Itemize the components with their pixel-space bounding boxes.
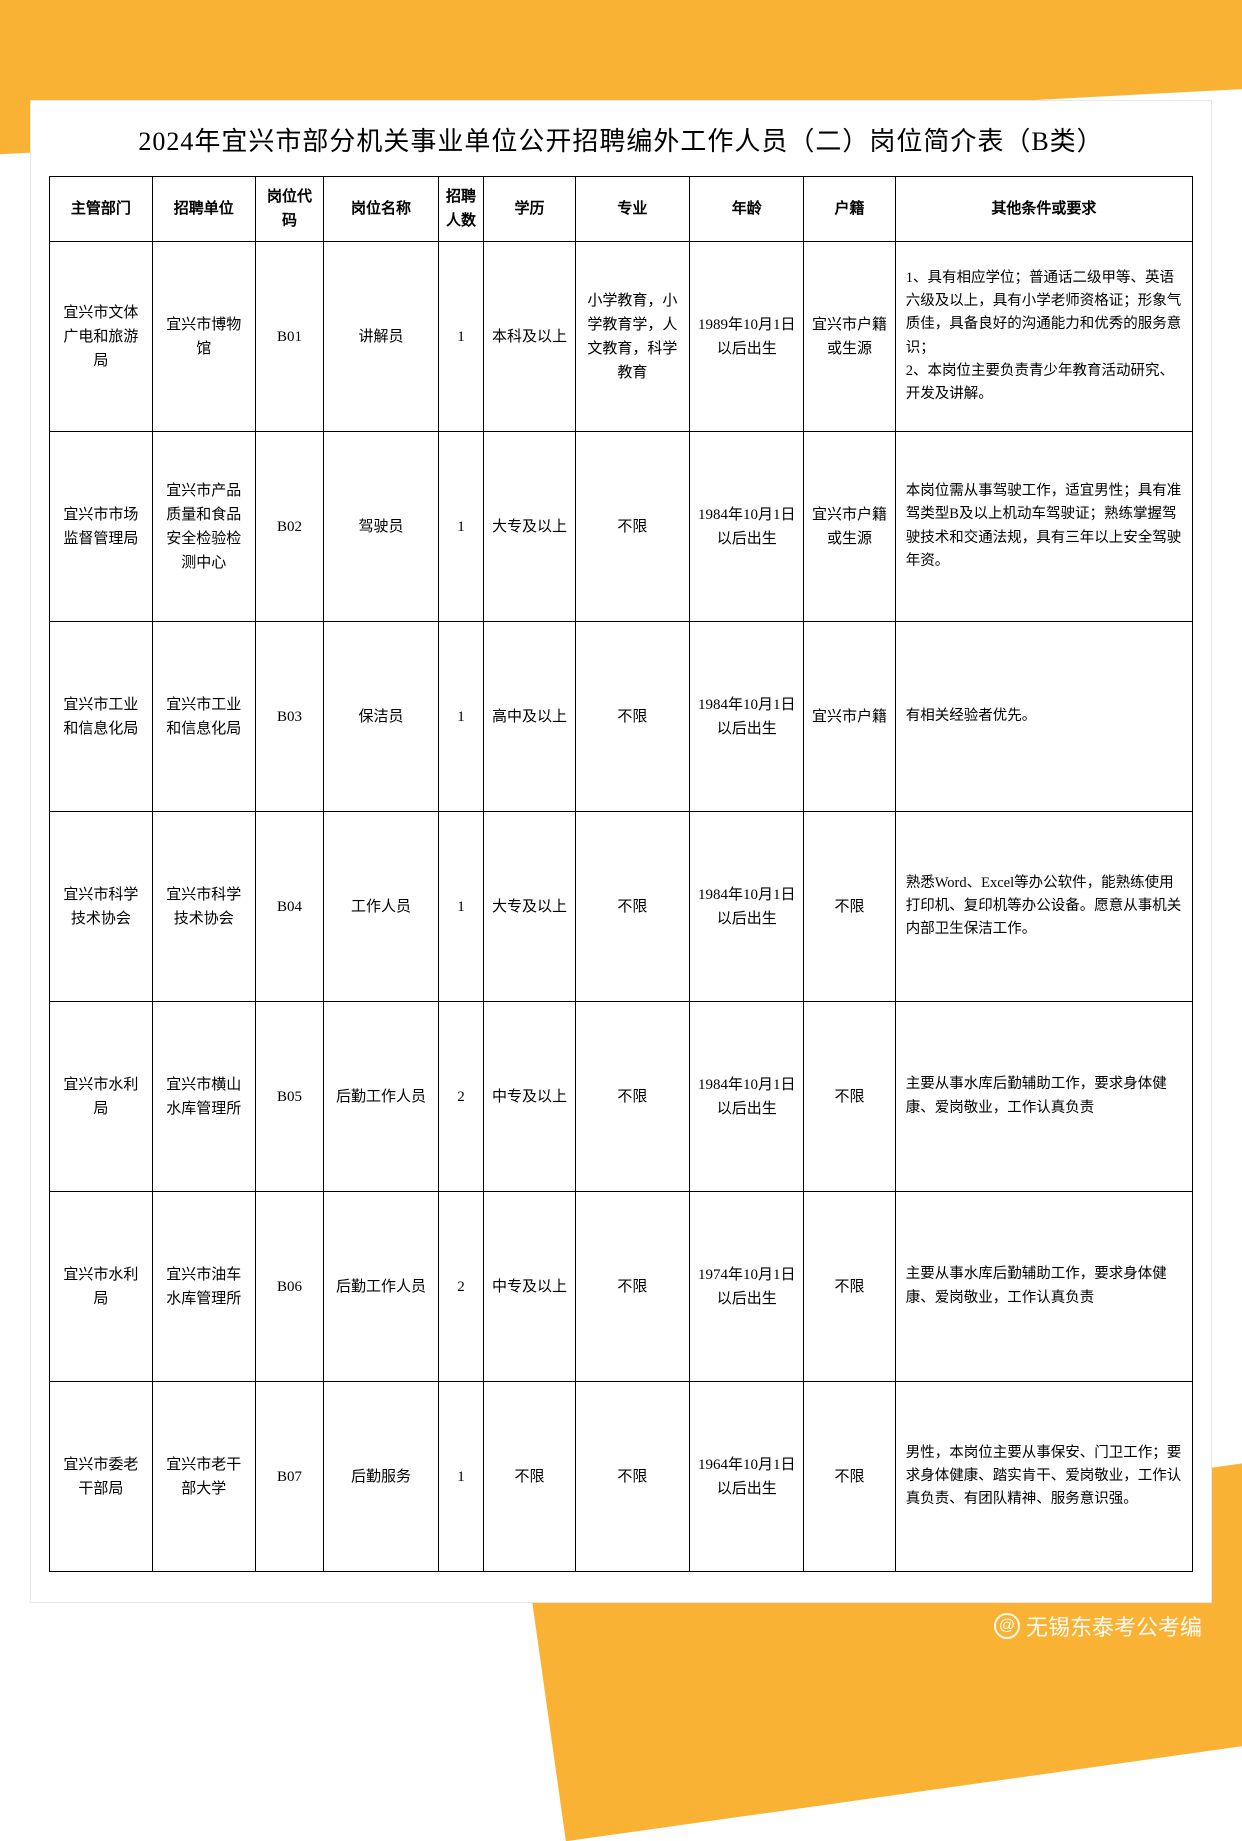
cell-count: 2 [438,1192,484,1382]
cell-position: 后勤服务 [324,1382,438,1572]
cell-count: 1 [438,622,484,812]
cell-major: 小学教育，小学教育学，人文教育，科学教育 [575,242,689,432]
cell-position: 驾驶员 [324,432,438,622]
cell-position: 后勤工作人员 [324,1192,438,1382]
cell-education: 大专及以上 [484,432,575,622]
table-row: 宜兴市工业和信息化局宜兴市工业和信息化局B03保洁员1高中及以上不限1984年1… [50,622,1193,812]
table-row: 宜兴市科学技术协会宜兴市科学技术协会B04工作人员1大专及以上不限1984年10… [50,812,1193,1002]
cell-unit: 宜兴市博物馆 [152,242,255,432]
cell-dept: 宜兴市市场监督管理局 [50,432,153,622]
cell-huji: 不限 [804,1382,895,1572]
th-age: 年龄 [690,177,804,242]
cell-count: 1 [438,812,484,1002]
th-huji: 户籍 [804,177,895,242]
cell-age: 1984年10月1日以后出生 [690,812,804,1002]
cell-education: 本科及以上 [484,242,575,432]
cell-major: 不限 [575,1382,689,1572]
cell-huji: 不限 [804,812,895,1002]
watermark-text: 无锡东泰考公考编 [1026,1610,1202,1642]
cell-position: 工作人员 [324,812,438,1002]
positions-table: 主管部门 招聘单位 岗位代码 岗位名称 招聘人数 学历 专业 年龄 户籍 其他条… [49,176,1193,1572]
cell-count: 1 [438,432,484,622]
table-row: 宜兴市水利局宜兴市油车水库管理所B06后勤工作人员2中专及以上不限1974年10… [50,1192,1193,1382]
cell-requirements: 1、具有相应学位；普通话二级甲等、英语六级及以上，具有小学老师资格证；形象气质佳… [895,242,1192,432]
page-title: 2024年宜兴市部分机关事业单位公开招聘编外工作人员（二）岗位简介表（B类） [49,121,1193,158]
cell-dept: 宜兴市文体广电和旅游局 [50,242,153,432]
th-education: 学历 [484,177,575,242]
cell-requirements: 有相关经验者优先。 [895,622,1192,812]
table-header-row: 主管部门 招聘单位 岗位代码 岗位名称 招聘人数 学历 专业 年龄 户籍 其他条… [50,177,1193,242]
cell-major: 不限 [575,812,689,1002]
cell-unit: 宜兴市产品质量和食品安全检验检测中心 [152,432,255,622]
watermark: @ 无锡东泰考公考编 [994,1610,1202,1642]
document-page: 2024年宜兴市部分机关事业单位公开招聘编外工作人员（二）岗位简介表（B类） 主… [30,100,1212,1603]
th-major: 专业 [575,177,689,242]
cell-age: 1964年10月1日以后出生 [690,1382,804,1572]
cell-unit: 宜兴市横山水库管理所 [152,1002,255,1192]
cell-education: 中专及以上 [484,1002,575,1192]
cell-count: 2 [438,1002,484,1192]
table-row: 宜兴市水利局宜兴市横山水库管理所B05后勤工作人员2中专及以上不限1984年10… [50,1002,1193,1192]
th-requirements: 其他条件或要求 [895,177,1192,242]
cell-unit: 宜兴市老干部大学 [152,1382,255,1572]
cell-code: B05 [255,1002,324,1192]
cell-code: B02 [255,432,324,622]
cell-code: B04 [255,812,324,1002]
cell-huji: 宜兴市户籍 [804,622,895,812]
cell-position: 保洁员 [324,622,438,812]
cell-code: B07 [255,1382,324,1572]
cell-unit: 宜兴市油车水库管理所 [152,1192,255,1382]
th-dept: 主管部门 [50,177,153,242]
cell-requirements: 熟悉Word、Excel等办公软件，能熟练使用打印机、复印机等办公设备。愿意从事… [895,812,1192,1002]
cell-unit: 宜兴市科学技术协会 [152,812,255,1002]
cell-education: 不限 [484,1382,575,1572]
cell-code: B01 [255,242,324,432]
cell-count: 1 [438,1382,484,1572]
cell-requirements: 主要从事水库后勤辅助工作，要求身体健康、爱岗敬业，工作认真负责 [895,1192,1192,1382]
cell-age: 1989年10月1日以后出生 [690,242,804,432]
th-unit: 招聘单位 [152,177,255,242]
cell-huji: 不限 [804,1002,895,1192]
cell-education: 中专及以上 [484,1192,575,1382]
cell-code: B06 [255,1192,324,1382]
cell-major: 不限 [575,432,689,622]
cell-code: B03 [255,622,324,812]
cell-age: 1984年10月1日以后出生 [690,1002,804,1192]
cell-unit: 宜兴市工业和信息化局 [152,622,255,812]
cell-major: 不限 [575,1192,689,1382]
th-position: 岗位名称 [324,177,438,242]
cell-position: 后勤工作人员 [324,1002,438,1192]
cell-dept: 宜兴市水利局 [50,1192,153,1382]
cell-major: 不限 [575,622,689,812]
table-body: 宜兴市文体广电和旅游局宜兴市博物馆B01讲解员1本科及以上小学教育，小学教育学，… [50,242,1193,1572]
cell-education: 高中及以上 [484,622,575,812]
cell-dept: 宜兴市科学技术协会 [50,812,153,1002]
weibo-icon: @ [994,1613,1020,1639]
cell-requirements: 男性，本岗位主要从事保安、门卫工作；要求身体健康、踏实肯干、爱岗敬业，工作认真负… [895,1382,1192,1572]
cell-position: 讲解员 [324,242,438,432]
table-row: 宜兴市市场监督管理局宜兴市产品质量和食品安全检验检测中心B02驾驶员1大专及以上… [50,432,1193,622]
th-code: 岗位代码 [255,177,324,242]
cell-huji: 不限 [804,1192,895,1382]
th-count: 招聘人数 [438,177,484,242]
cell-huji: 宜兴市户籍或生源 [804,242,895,432]
cell-education: 大专及以上 [484,812,575,1002]
cell-requirements: 主要从事水库后勤辅助工作，要求身体健康、爱岗敬业，工作认真负责 [895,1002,1192,1192]
table-row: 宜兴市文体广电和旅游局宜兴市博物馆B01讲解员1本科及以上小学教育，小学教育学，… [50,242,1193,432]
cell-huji: 宜兴市户籍或生源 [804,432,895,622]
cell-age: 1984年10月1日以后出生 [690,432,804,622]
cell-dept: 宜兴市委老干部局 [50,1382,153,1572]
cell-age: 1974年10月1日以后出生 [690,1192,804,1382]
cell-age: 1984年10月1日以后出生 [690,622,804,812]
cell-dept: 宜兴市工业和信息化局 [50,622,153,812]
table-row: 宜兴市委老干部局宜兴市老干部大学B07后勤服务1不限不限1964年10月1日以后… [50,1382,1193,1572]
cell-dept: 宜兴市水利局 [50,1002,153,1192]
cell-requirements: 本岗位需从事驾驶工作，适宜男性；具有准驾类型B及以上机动车驾驶证；熟练掌握驾驶技… [895,432,1192,622]
cell-major: 不限 [575,1002,689,1192]
cell-count: 1 [438,242,484,432]
